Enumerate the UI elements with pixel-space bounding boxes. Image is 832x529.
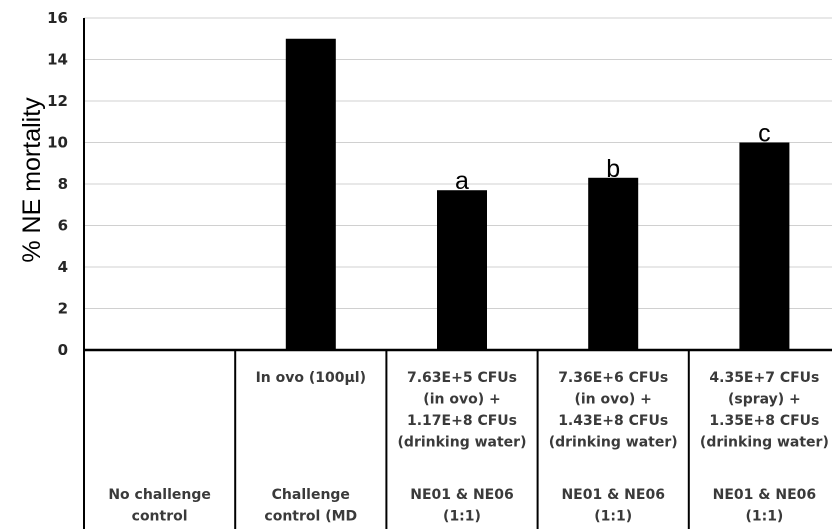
category-group-label: control (MD — [264, 509, 357, 525]
y-tick-label: 6 — [58, 217, 68, 235]
category-treatment-label: (in ovo) + — [574, 392, 651, 408]
bar-significance-label: b — [606, 155, 620, 183]
bar — [437, 190, 487, 350]
gridlines — [83, 17, 832, 350]
bar — [739, 142, 790, 350]
y-tick-label: 16 — [47, 9, 68, 27]
category-group-label: NE01 & NE06 — [410, 487, 513, 503]
category-group-label: No challenge — [108, 487, 211, 503]
bar-significance-label: a — [455, 167, 469, 195]
category-group-label: control — [132, 509, 188, 525]
bar — [285, 38, 336, 350]
bars — [285, 38, 790, 350]
category-table: No challenge control In ovo (100µl) Challen… — [83, 348, 832, 529]
bar-significance-label: c — [758, 120, 771, 148]
category-group-label: (1:1) — [443, 509, 481, 525]
category-treatment-label: 1.43E+8 CFUs — [558, 413, 668, 429]
y-tick-label: 8 — [58, 175, 68, 193]
category-treatment-label: 1.35E+8 CFUs — [709, 413, 819, 429]
category-treatment-label: (in ovo) + — [423, 392, 500, 408]
y-tick-label: 12 — [47, 92, 68, 110]
category-treatment-label: 1.17E+8 CFUs — [407, 413, 517, 429]
y-tick-label: 4 — [58, 258, 68, 276]
category-group-label: NE01 & NE06 — [561, 487, 664, 503]
y-tick-label: 2 — [58, 300, 68, 318]
category-treatment-label: (spray) + — [728, 392, 801, 408]
category-treatment-label: In ovo (100µl) — [256, 370, 366, 386]
category-group-label: (1:1) — [594, 509, 632, 525]
category-treatment-label: (drinking water) — [700, 435, 829, 451]
y-tick-labels: 0 2 4 6 8 10 12 14 16 — [47, 9, 68, 359]
category-treatment-label: (drinking water) — [398, 435, 527, 451]
y-tick-label: 10 — [47, 134, 68, 152]
y-axis-label: % NE mortality — [18, 97, 46, 263]
category-treatment-label: (drinking water) — [549, 435, 678, 451]
category-group-label: (1:1) — [745, 509, 783, 525]
category-treatment-label: 4.35E+7 CFUs — [709, 370, 819, 386]
category-treatment-label: 7.36E+6 CFUs — [558, 370, 668, 386]
category-group-label: NE01 & NE06 — [713, 487, 816, 503]
y-tick-label: 14 — [47, 51, 68, 69]
bar-significance-labels: a b c — [455, 120, 771, 196]
category-treatment-label: 7.63E+5 CFUs — [407, 370, 517, 386]
bar — [588, 177, 639, 350]
category-group-label: Challenge — [272, 487, 350, 503]
y-tick-label: 0 — [58, 341, 68, 359]
